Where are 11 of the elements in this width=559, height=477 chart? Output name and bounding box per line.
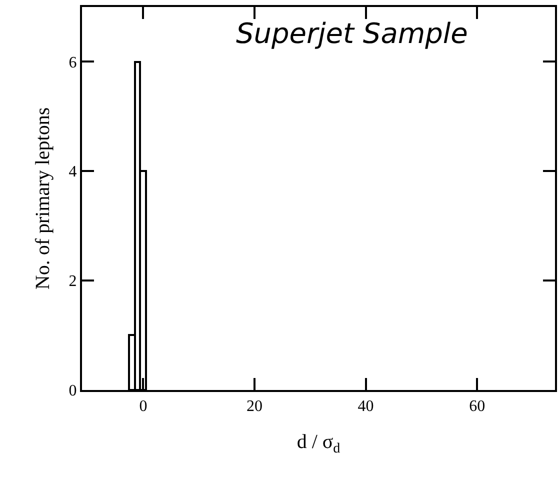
- x-tick-label: 0: [139, 398, 148, 416]
- x-axis-title: d / σ$_{d}$: [296, 431, 340, 456]
- y-tick-label: 4: [68, 164, 77, 181]
- annotation: Superjet Sample: [236, 17, 468, 50]
- y-tick-label: 6: [68, 54, 77, 72]
- x-tick-label: 20: [246, 398, 263, 416]
- y-tick-label: 0: [68, 382, 77, 400]
- y-axis-title: No. of primary leptons: [32, 107, 54, 290]
- y-tick-label: 2: [68, 273, 77, 290]
- x-tick-label: 40: [358, 398, 374, 416]
- x-tick-label: 60: [469, 398, 486, 416]
